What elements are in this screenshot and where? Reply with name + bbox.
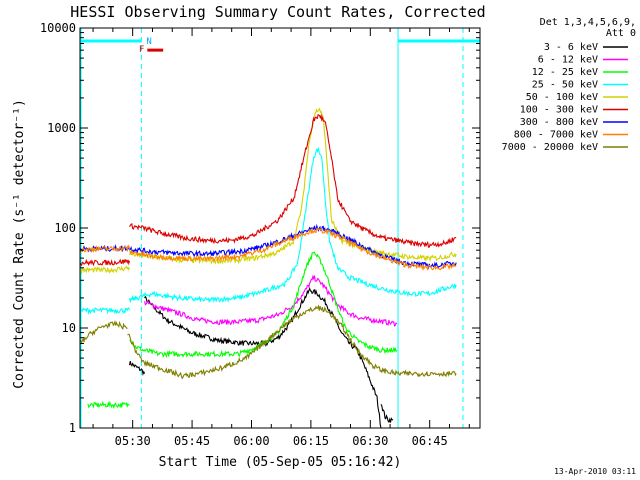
- y-tick-label: 1: [69, 421, 76, 435]
- series-line: [79, 319, 128, 345]
- flare-marker-label: F: [139, 45, 144, 55]
- legend-label: 7000 - 20000 keV: [502, 142, 598, 153]
- series-line: [127, 304, 457, 380]
- series-25-50-kev: [79, 146, 457, 316]
- y-tick-label: 100: [54, 221, 76, 235]
- series-line: [87, 400, 130, 410]
- series-line: [79, 244, 131, 254]
- series-line: [128, 360, 146, 377]
- series-line: [79, 258, 131, 267]
- series-line: [129, 251, 398, 359]
- y-axis-label: Corrected Count Rate (s⁻¹ detector⁻¹): [12, 99, 27, 389]
- legend: Det 1,3,4,5,6,9,Att 0 3 - 6 keV 6 - 12 keV…: [502, 17, 636, 153]
- legend-header: Att 0: [606, 28, 636, 39]
- series-7000-20000-kev: [79, 304, 457, 380]
- series-layer: [79, 107, 457, 429]
- series-line: [129, 223, 457, 270]
- series-line: [380, 404, 394, 424]
- series-line: [144, 274, 398, 327]
- series-line: [128, 146, 457, 304]
- y-tick-label: 10: [62, 321, 76, 335]
- legend-label: 12 - 25 keV: [532, 67, 598, 78]
- series-line: [79, 265, 130, 275]
- legend-label: 100 - 300 keV: [520, 105, 598, 116]
- legend-label: 50 - 100 keV: [526, 92, 598, 103]
- x-tick-label: 06:30: [352, 434, 388, 448]
- chart-title: HESSI Observing Summary Count Rates, Cor…: [70, 3, 485, 21]
- x-tick-label: 06:15: [293, 434, 329, 448]
- series-6-12-kev: [144, 274, 398, 327]
- plot-frame: [79, 27, 481, 429]
- x-tick-label: 05:30: [115, 434, 151, 448]
- series-line: [129, 113, 457, 248]
- x-tick-label: 06:45: [412, 434, 448, 448]
- series-800-7000-kev: [79, 227, 457, 272]
- axis-layer: 1 10 100 1000 10000 05:30 05:45 06:00 06:15 06:30…: [40, 21, 480, 448]
- legend-label: 800 - 7000 keV: [514, 130, 598, 141]
- timestamp: 13-Apr-2010 03:11: [554, 467, 636, 476]
- x-tick-label: 06:00: [233, 434, 269, 448]
- legend-label: 300 - 800 keV: [520, 117, 598, 128]
- series-12-25-kev: [87, 251, 398, 410]
- series-line: [129, 227, 457, 272]
- series-100-300-kev: [79, 113, 457, 267]
- x-axis-label: Start Time (05-Sep-05 05:16:42): [159, 455, 402, 470]
- legend-label: 25 - 50 keV: [532, 80, 598, 91]
- series-line: [79, 306, 131, 316]
- y-tick-label: 1000: [47, 121, 76, 135]
- flag-layer: FN: [80, 28, 480, 428]
- legend-label: 3 - 6 keV: [544, 42, 598, 53]
- night-marker-label: N: [146, 37, 151, 47]
- x-tick-label: 05:45: [174, 434, 210, 448]
- legend-label: 6 - 12 keV: [538, 55, 598, 66]
- y-tick-label: 10000: [40, 21, 76, 35]
- legend-header: Det 1,3,4,5,6,9,: [540, 17, 636, 28]
